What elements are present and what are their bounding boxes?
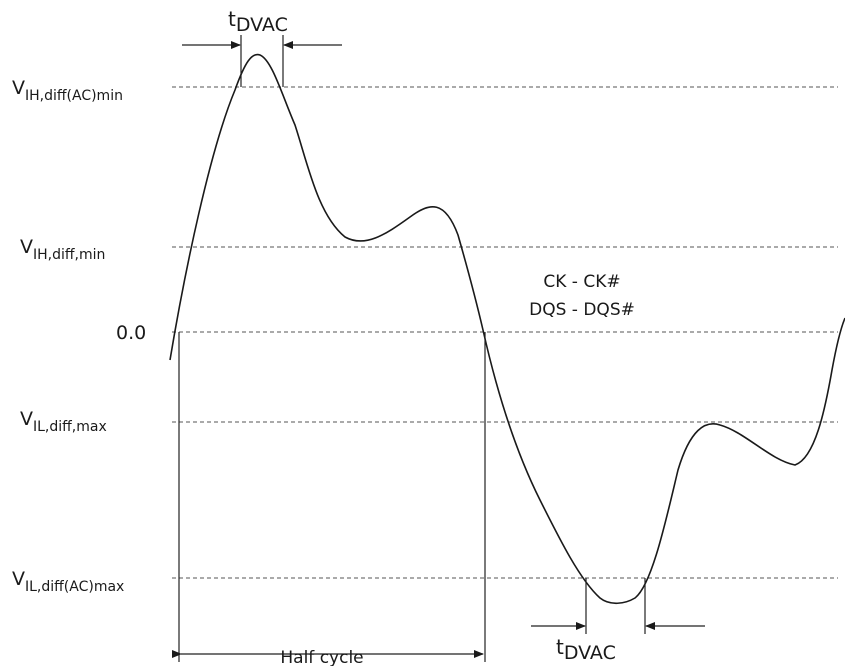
half-cycle-label: Half cycle [280,648,363,666]
level-label-vih-diff-min: VIH,diff,min [20,236,105,263]
tdvac-top-label: tDVAC [228,7,288,36]
differential-waveform [169,53,845,605]
level-label-vil-diff-max: VIL,diff,max [20,408,107,435]
signal-label-ck: CK - CK# [543,272,620,292]
tdvac-bottom-label: tDVAC [556,635,616,664]
signal-label-dqs: DQS - DQS# [529,300,635,320]
level-label-zero: 0.0 [116,322,146,344]
level-label-vil-diff-ac-max: VIL,diff(AC)max [12,568,124,595]
level-label-vih-diff-ac-min: VIH,diff(AC)min [12,77,123,104]
